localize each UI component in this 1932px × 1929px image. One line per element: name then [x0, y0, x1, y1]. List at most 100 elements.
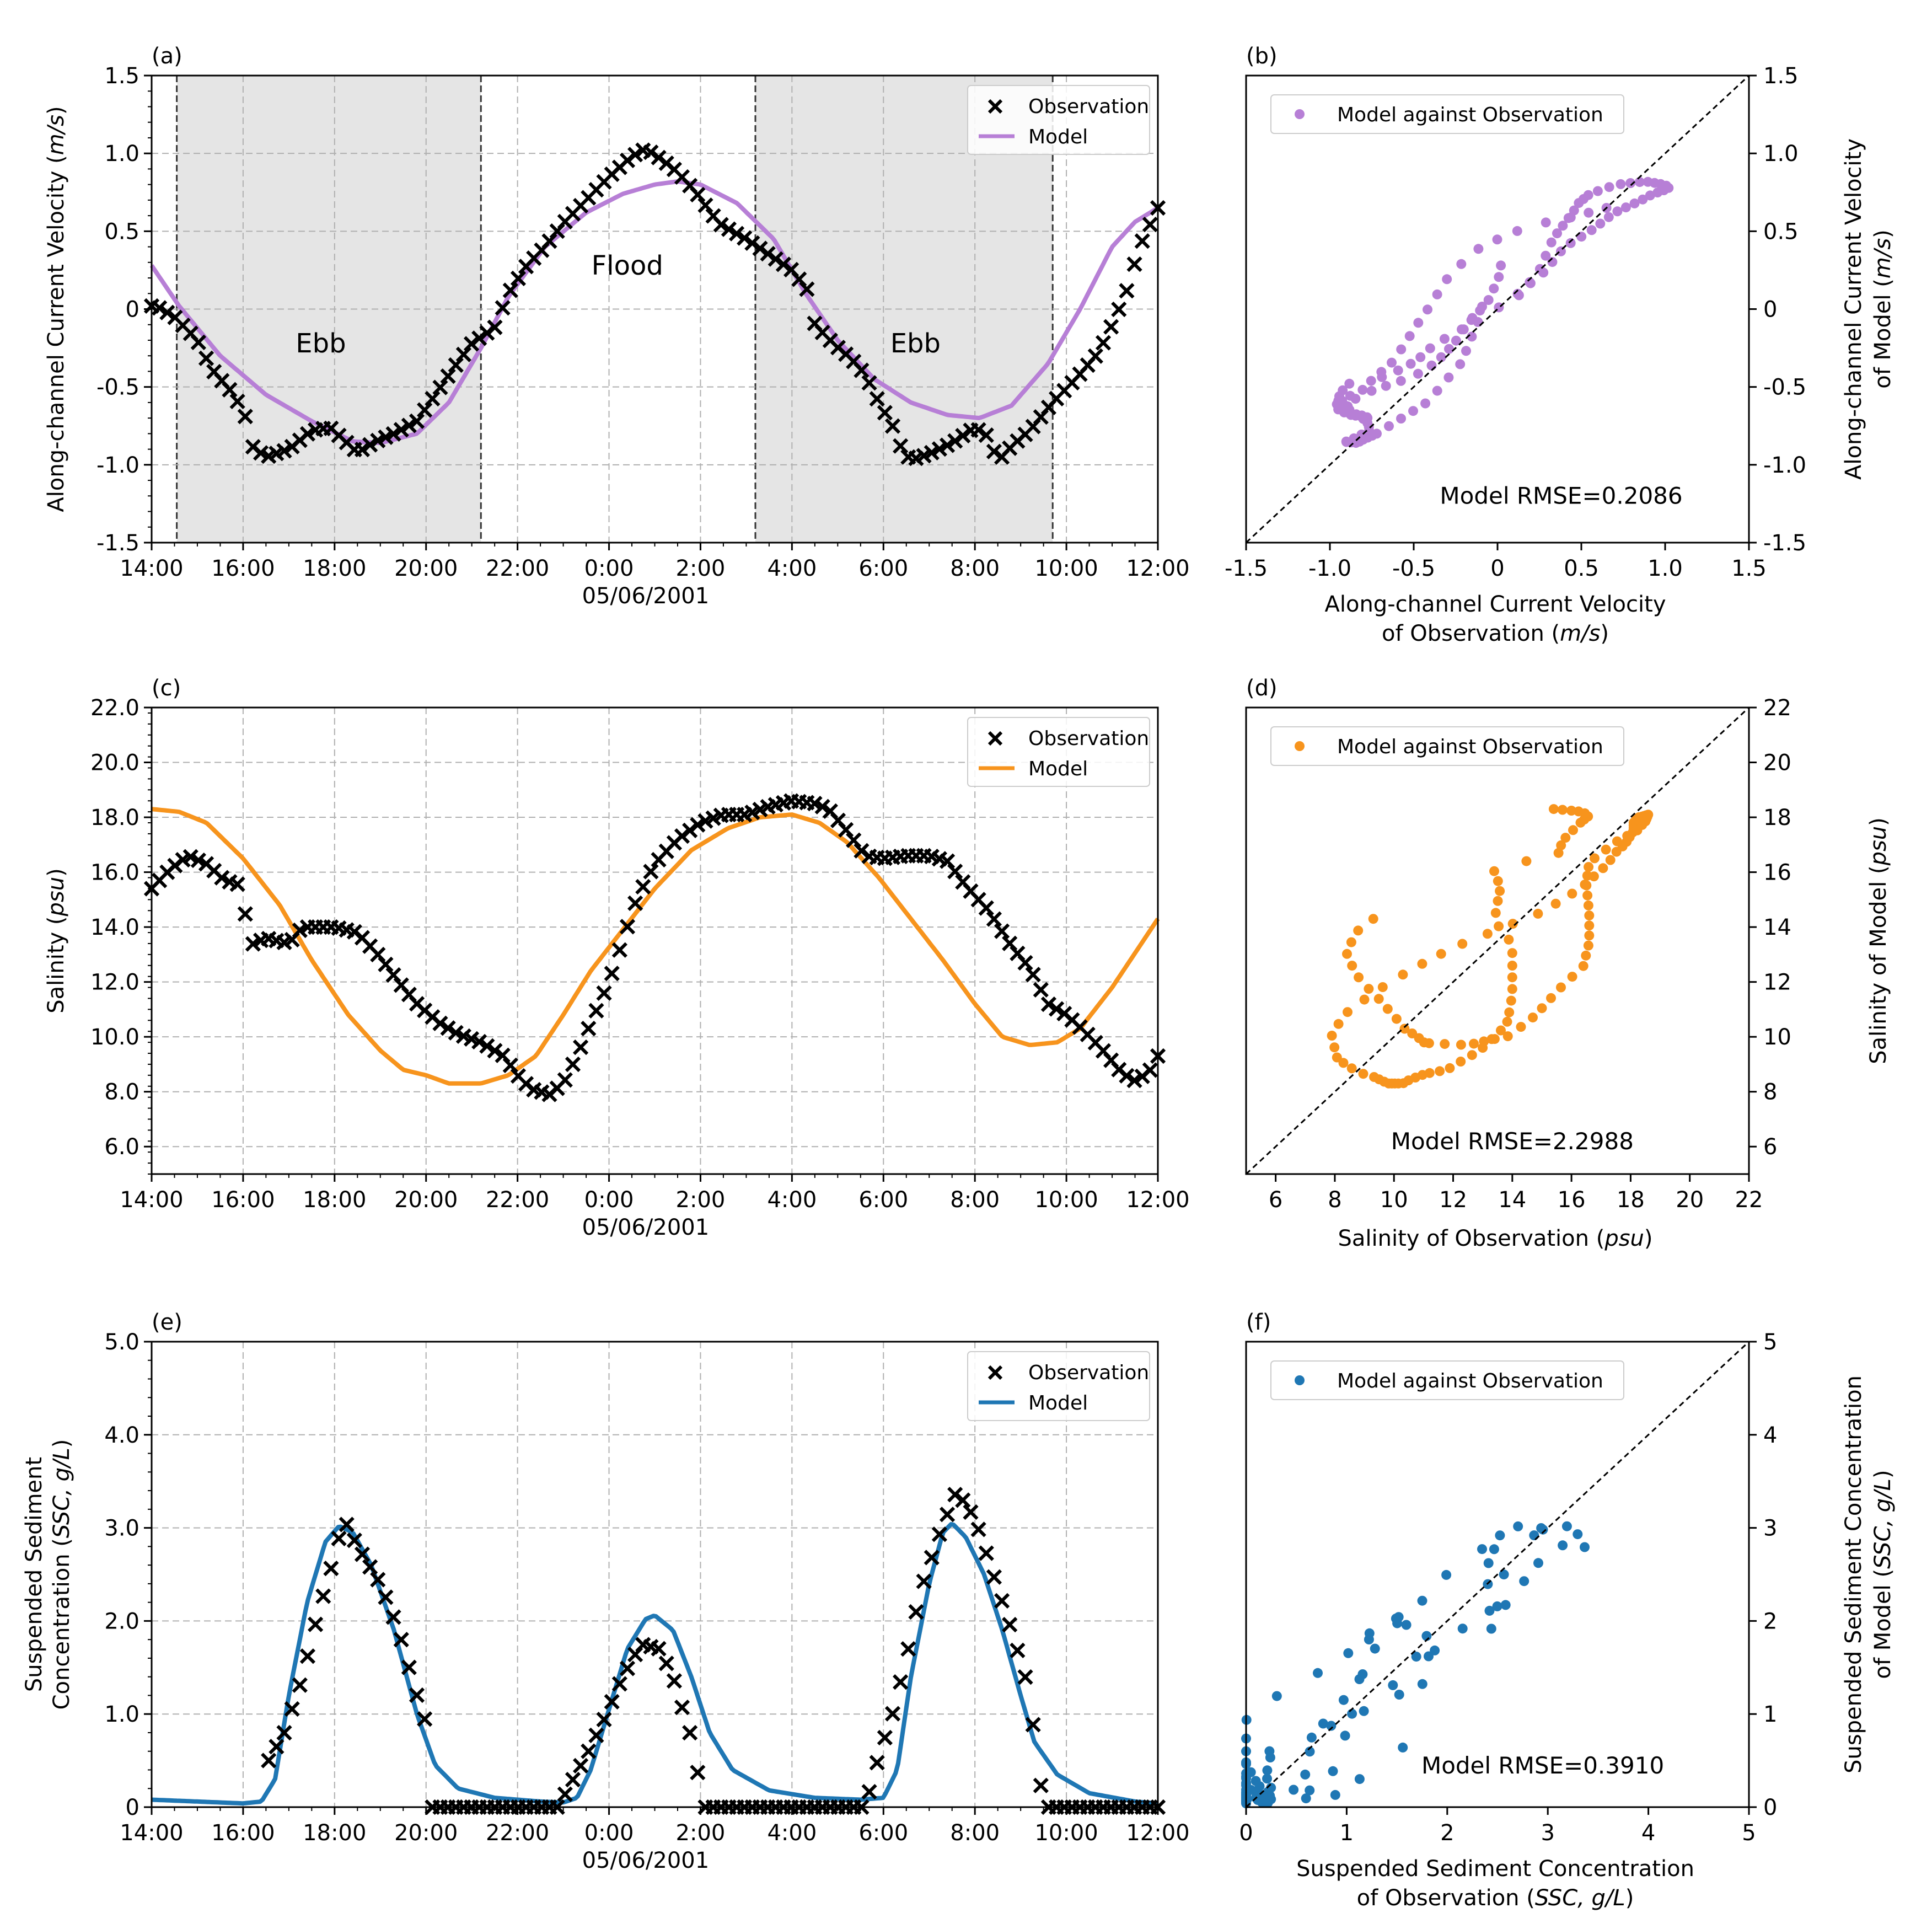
scatter-point [1565, 238, 1576, 248]
scatter-point [1289, 1785, 1299, 1795]
panel-c-salinity-timeseries: 14:00 16:00 18:00 20:00 22:00 0:00 2:00 4:00 6:0… [44, 676, 1190, 1240]
one-to-one-line [1245, 706, 1750, 1175]
observation-marker [152, 300, 168, 316]
observation-marker [198, 350, 214, 366]
y-tick-label: 18.0 [90, 805, 139, 830]
scatter-point [1305, 1746, 1315, 1757]
panel-e-y-axis-label-line2: Concentration (SSC, g/L) [49, 1439, 74, 1710]
observation-marker [276, 443, 292, 459]
observation-marker [393, 422, 409, 438]
scatter-point [1558, 1540, 1568, 1551]
scatter-point [1467, 331, 1477, 342]
y-tick-label: 6.0 [104, 1134, 139, 1160]
x-tick-label: 6:00 [858, 1187, 908, 1213]
observation-marker [1033, 1777, 1049, 1793]
observation-marker [487, 1043, 503, 1059]
scatter-point [1443, 372, 1454, 383]
observation-marker [362, 1559, 378, 1575]
observation-marker [1017, 955, 1033, 971]
scatter-point [1496, 1025, 1506, 1036]
observation-marker [752, 240, 768, 256]
y-tick-label: 14.0 [90, 915, 139, 940]
scatter-point [1507, 948, 1517, 958]
x-tick-label: 14:00 [120, 556, 183, 581]
scatter-point [1537, 1003, 1547, 1014]
scatter-point [1353, 925, 1364, 936]
observation-marker [947, 864, 963, 880]
observation-marker [479, 1038, 495, 1054]
scatter-point [1405, 358, 1416, 369]
observation-marker [799, 281, 815, 297]
legend-model-label: Model [1028, 758, 1088, 780]
scatter-point [1499, 1569, 1509, 1580]
observation-marker [284, 1701, 300, 1717]
scatter-point [1357, 384, 1368, 395]
observation-marker [728, 226, 745, 242]
observation-marker [682, 1725, 698, 1741]
scatter-point [1496, 260, 1506, 271]
scatter-point [1582, 870, 1592, 881]
y-tick-label: 1.5 [104, 63, 139, 89]
x-tick-label: 0:00 [584, 556, 634, 581]
observation-marker [440, 368, 456, 384]
scatter-point [1546, 237, 1557, 248]
scatter-point [1393, 365, 1403, 376]
scatter-point [1263, 1798, 1273, 1808]
panel-a-date-label: 05/06/2001 [582, 583, 710, 609]
scatter-point [1584, 910, 1595, 921]
scatter-point [1561, 1521, 1572, 1531]
observation-marker [299, 1648, 316, 1664]
observation-marker [1111, 301, 1127, 318]
scatter-point [1479, 1036, 1489, 1047]
x-tick-label: 8:00 [950, 1187, 1000, 1213]
scatter-point [1519, 1576, 1530, 1587]
scatter-point [1333, 404, 1344, 415]
scatter-point [1359, 1706, 1369, 1716]
panel-e-date-label: 05/06/2001 [582, 1848, 710, 1873]
scatter-point [1451, 335, 1461, 346]
x-tick-label: 10 [1380, 1187, 1408, 1213]
observation-marker [502, 282, 518, 298]
scatter-point [1435, 1066, 1445, 1076]
scatter-point [1580, 1542, 1590, 1552]
scatter-point [1426, 360, 1437, 371]
scatter-point [1398, 1742, 1408, 1753]
observation-marker [1017, 1669, 1033, 1685]
panel-f-y-axis-label-line1: Suspended Sediment Concentration [1841, 1375, 1866, 1773]
y-tick-label: 12.0 [90, 970, 139, 995]
observation-marker [425, 390, 441, 407]
scatter-point [1556, 840, 1566, 850]
scatter-point [1557, 805, 1568, 815]
scatter-point [1622, 830, 1633, 841]
observation-marker [292, 1677, 308, 1693]
scatter-point [1356, 410, 1367, 421]
scatter-point [1567, 888, 1577, 899]
scatter-point [1486, 1623, 1496, 1634]
panel-e-y-axis-label-line1: Suspended Sediment [22, 1457, 47, 1692]
scatter-point [1489, 283, 1499, 294]
scatter-point [1387, 357, 1397, 368]
x-tick-label: 1 [1340, 1820, 1354, 1846]
observation-marker [760, 246, 776, 262]
scatter-point [1458, 324, 1469, 335]
observation-marker [417, 402, 433, 418]
scatter-point [1516, 1022, 1526, 1032]
legend-observation-label: Observation [1028, 727, 1149, 750]
scatter-point [1513, 1521, 1523, 1531]
legend-model-label: Model [1028, 1392, 1088, 1414]
panel-b-label: (b) [1246, 44, 1278, 69]
scatter-point [1346, 937, 1356, 947]
scatter-point [1507, 984, 1517, 994]
scatter-point [1344, 378, 1355, 389]
legend-scatter-label: Model against Observation [1337, 736, 1603, 758]
observation-marker [955, 1492, 971, 1508]
panel-d-label: (d) [1246, 676, 1278, 701]
observation-marker [269, 1739, 285, 1755]
observation-marker [939, 1507, 956, 1523]
panel-d-frame [1245, 706, 1750, 1175]
scatter-point [1327, 1031, 1337, 1041]
panel-d-legend: Model against Observation [1270, 726, 1624, 766]
scatter-point [1347, 961, 1357, 971]
scatter-point [1484, 1605, 1495, 1616]
observation-marker [924, 1550, 940, 1566]
